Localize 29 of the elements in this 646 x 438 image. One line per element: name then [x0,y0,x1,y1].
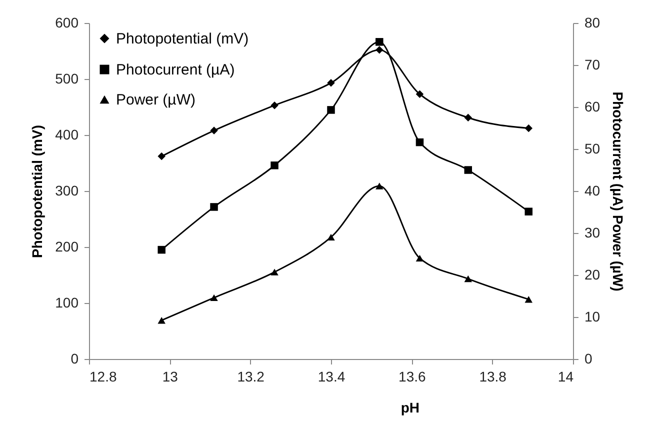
y2-tick-label: 20 [584,266,600,282]
x-tick-label: 13 [162,368,178,384]
y2-tick-label: 60 [584,98,600,114]
x-tick-label: 13.2 [237,368,265,384]
y-tick-label: 500 [55,70,79,86]
y2-tick-label: 0 [584,350,592,366]
y2-tick-label: 70 [584,56,600,72]
legend-label: Photopotential (mV) [116,30,249,48]
y-tick-label: 0 [70,350,79,366]
y-tick-label: 600 [55,14,79,30]
y2-tick-label: 50 [584,140,600,156]
x-tick-label: 13.4 [318,368,346,384]
y-tick-label: 300 [55,182,79,198]
y-tick-label: 400 [55,126,79,142]
x-tick-label: 14 [558,368,574,384]
y2-axis-title: Photocurrent (µA) Power (µW) [610,92,626,292]
y-tick-label: 100 [55,294,79,310]
legend-label: Power (µW) [116,92,196,108]
y2-tick-label: 80 [584,14,600,30]
x-tick-label: 13.8 [479,368,507,384]
y2-tick-label: 30 [584,224,600,240]
legend-label: Photocurrent (µA) [116,62,235,78]
y2-tick-label: 40 [584,182,600,198]
y-axis-title: Photopotential (mV) [29,125,46,258]
y-tick-label: 200 [55,238,79,254]
x-axis-title: pH [400,400,420,416]
y2-tick-label: 10 [584,308,600,324]
x-tick-label: 12.8 [90,368,117,384]
x-tick-label: 13.6 [398,368,426,384]
